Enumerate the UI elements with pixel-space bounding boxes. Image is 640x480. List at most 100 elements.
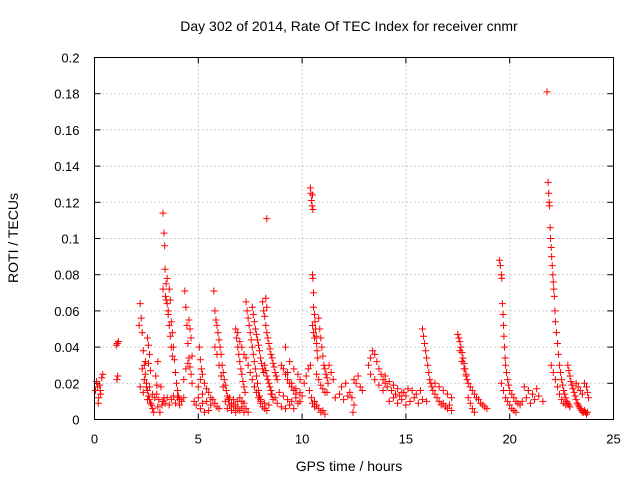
data-point bbox=[143, 396, 151, 404]
data-point bbox=[431, 390, 439, 398]
data-point bbox=[257, 354, 265, 362]
data-point bbox=[420, 332, 428, 340]
data-point bbox=[143, 334, 151, 342]
data-point bbox=[290, 365, 298, 373]
data-point bbox=[462, 372, 470, 380]
data-point bbox=[146, 350, 154, 358]
data-point bbox=[311, 311, 319, 319]
data-point bbox=[198, 390, 206, 398]
data-point bbox=[340, 396, 348, 404]
data-point bbox=[562, 394, 570, 402]
data-point bbox=[504, 376, 512, 384]
data-point bbox=[569, 385, 577, 393]
data-point bbox=[570, 388, 578, 396]
data-point bbox=[167, 318, 175, 326]
data-point bbox=[211, 399, 219, 407]
y-tick-label: 0.16 bbox=[54, 123, 79, 138]
data-point bbox=[574, 383, 582, 391]
data-point bbox=[219, 383, 227, 391]
y-tick-label: 0.04 bbox=[54, 340, 79, 355]
data-point bbox=[244, 361, 252, 369]
data-point bbox=[147, 399, 155, 407]
data-point bbox=[565, 367, 573, 375]
data-point bbox=[308, 321, 316, 329]
data-point bbox=[161, 292, 169, 300]
data-point bbox=[245, 321, 253, 329]
data-point bbox=[310, 329, 318, 337]
data-point bbox=[186, 363, 194, 371]
data-point bbox=[531, 396, 539, 404]
y-tick-label: 0.12 bbox=[54, 195, 79, 210]
data-point bbox=[331, 394, 339, 402]
data-point bbox=[141, 370, 149, 378]
data-point bbox=[392, 390, 400, 398]
data-point bbox=[533, 385, 541, 393]
data-point bbox=[573, 399, 581, 407]
data-point bbox=[551, 318, 559, 326]
data-point bbox=[273, 376, 281, 384]
data-point bbox=[394, 399, 402, 407]
data-point bbox=[314, 354, 322, 362]
data-point bbox=[273, 399, 281, 407]
data-point bbox=[255, 394, 263, 402]
data-point bbox=[244, 408, 252, 416]
data-point bbox=[435, 397, 443, 405]
data-point bbox=[398, 396, 406, 404]
data-point bbox=[544, 178, 552, 186]
data-point bbox=[201, 379, 209, 387]
data-point bbox=[313, 339, 321, 347]
data-point bbox=[456, 338, 464, 346]
data-point bbox=[239, 377, 247, 385]
data-point bbox=[327, 368, 335, 376]
data-point bbox=[499, 311, 507, 319]
data-point bbox=[501, 354, 509, 362]
data-point bbox=[412, 390, 420, 398]
data-point bbox=[307, 189, 315, 197]
data-point bbox=[240, 383, 248, 391]
data-point bbox=[255, 341, 263, 349]
data-point bbox=[529, 390, 537, 398]
data-point bbox=[381, 372, 389, 380]
data-point bbox=[302, 372, 310, 380]
x-axis-label: GPS time / hours bbox=[296, 458, 403, 474]
data-point bbox=[170, 356, 178, 364]
data-point bbox=[187, 334, 195, 342]
data-point bbox=[238, 343, 246, 351]
data-point bbox=[165, 285, 173, 293]
data-point bbox=[354, 372, 362, 380]
data-point bbox=[311, 318, 319, 326]
data-point bbox=[214, 329, 222, 337]
data-point bbox=[423, 397, 431, 405]
data-point bbox=[425, 368, 433, 376]
data-point bbox=[365, 361, 373, 369]
data-point bbox=[149, 405, 157, 413]
data-point bbox=[329, 376, 337, 384]
data-point bbox=[547, 361, 555, 369]
data-point bbox=[495, 256, 503, 264]
data-point bbox=[553, 339, 561, 347]
y-tick-label: 0.1 bbox=[61, 232, 79, 247]
data-point bbox=[281, 405, 289, 413]
data-point bbox=[557, 368, 565, 376]
x-tick-label: 25 bbox=[606, 432, 620, 447]
data-point bbox=[222, 387, 230, 395]
data-point bbox=[443, 405, 451, 413]
data-point bbox=[205, 388, 213, 396]
data-point bbox=[554, 350, 562, 358]
data-point bbox=[559, 381, 567, 389]
data-point bbox=[240, 350, 248, 358]
data-point bbox=[261, 361, 269, 369]
data-point bbox=[468, 387, 476, 395]
data-point bbox=[249, 311, 257, 319]
data-point bbox=[232, 325, 240, 333]
data-point bbox=[236, 338, 244, 346]
data-point bbox=[296, 376, 304, 384]
data-point bbox=[248, 303, 256, 311]
data-point bbox=[551, 376, 559, 384]
data-point bbox=[431, 379, 439, 387]
data-point bbox=[381, 379, 389, 387]
data-point bbox=[325, 361, 333, 369]
data-point bbox=[279, 392, 287, 400]
data-point bbox=[159, 285, 167, 293]
data-point bbox=[419, 325, 427, 333]
